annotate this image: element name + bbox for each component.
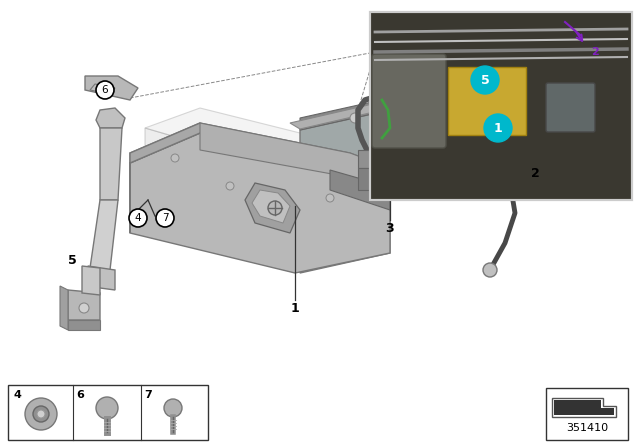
Circle shape <box>37 410 45 418</box>
Circle shape <box>171 154 179 162</box>
Polygon shape <box>358 150 430 168</box>
Polygon shape <box>300 110 390 273</box>
Bar <box>8 385 208 440</box>
Polygon shape <box>430 150 445 190</box>
Polygon shape <box>358 168 430 190</box>
Text: 3: 3 <box>386 221 394 234</box>
Polygon shape <box>130 133 390 273</box>
Text: 2: 2 <box>531 167 540 180</box>
Bar <box>370 12 632 200</box>
Polygon shape <box>200 123 390 190</box>
Text: 1: 1 <box>291 302 300 314</box>
Circle shape <box>350 113 360 123</box>
Polygon shape <box>96 108 125 128</box>
Polygon shape <box>145 128 265 265</box>
Polygon shape <box>60 286 68 330</box>
Polygon shape <box>300 98 390 130</box>
Polygon shape <box>85 266 115 290</box>
Polygon shape <box>245 183 300 233</box>
Circle shape <box>25 398 57 430</box>
Text: 1: 1 <box>493 121 502 134</box>
Circle shape <box>96 81 114 99</box>
FancyBboxPatch shape <box>372 54 446 148</box>
Text: 7: 7 <box>144 390 152 400</box>
Text: 351410: 351410 <box>566 423 608 433</box>
FancyBboxPatch shape <box>448 67 526 135</box>
Polygon shape <box>100 128 122 200</box>
Bar <box>546 388 628 440</box>
Text: 7: 7 <box>162 213 168 223</box>
Polygon shape <box>90 200 118 270</box>
Text: 2: 2 <box>591 47 599 57</box>
Circle shape <box>164 399 182 417</box>
Circle shape <box>326 194 334 202</box>
FancyBboxPatch shape <box>387 143 409 151</box>
Text: 6: 6 <box>102 85 108 95</box>
Circle shape <box>33 406 49 422</box>
Circle shape <box>268 201 282 215</box>
Circle shape <box>471 66 499 94</box>
Text: 6: 6 <box>76 390 84 400</box>
Circle shape <box>226 182 234 190</box>
Polygon shape <box>130 123 200 233</box>
Polygon shape <box>90 84 115 94</box>
Polygon shape <box>68 290 100 320</box>
Circle shape <box>484 114 512 142</box>
Circle shape <box>96 397 118 419</box>
Polygon shape <box>265 143 340 265</box>
Text: 5: 5 <box>481 73 490 86</box>
Polygon shape <box>330 170 390 210</box>
Polygon shape <box>68 320 100 330</box>
Text: 5: 5 <box>68 254 76 267</box>
Polygon shape <box>82 266 100 295</box>
Circle shape <box>129 209 147 227</box>
Text: 4: 4 <box>134 213 141 223</box>
FancyBboxPatch shape <box>546 83 595 132</box>
Polygon shape <box>554 400 614 415</box>
Circle shape <box>156 209 174 227</box>
Polygon shape <box>130 123 390 178</box>
Circle shape <box>483 263 497 277</box>
Bar <box>370 12 632 200</box>
Text: 4: 4 <box>13 390 21 400</box>
Circle shape <box>79 303 89 313</box>
Polygon shape <box>290 100 400 129</box>
Polygon shape <box>145 108 340 163</box>
Polygon shape <box>252 190 290 223</box>
Polygon shape <box>85 76 138 100</box>
